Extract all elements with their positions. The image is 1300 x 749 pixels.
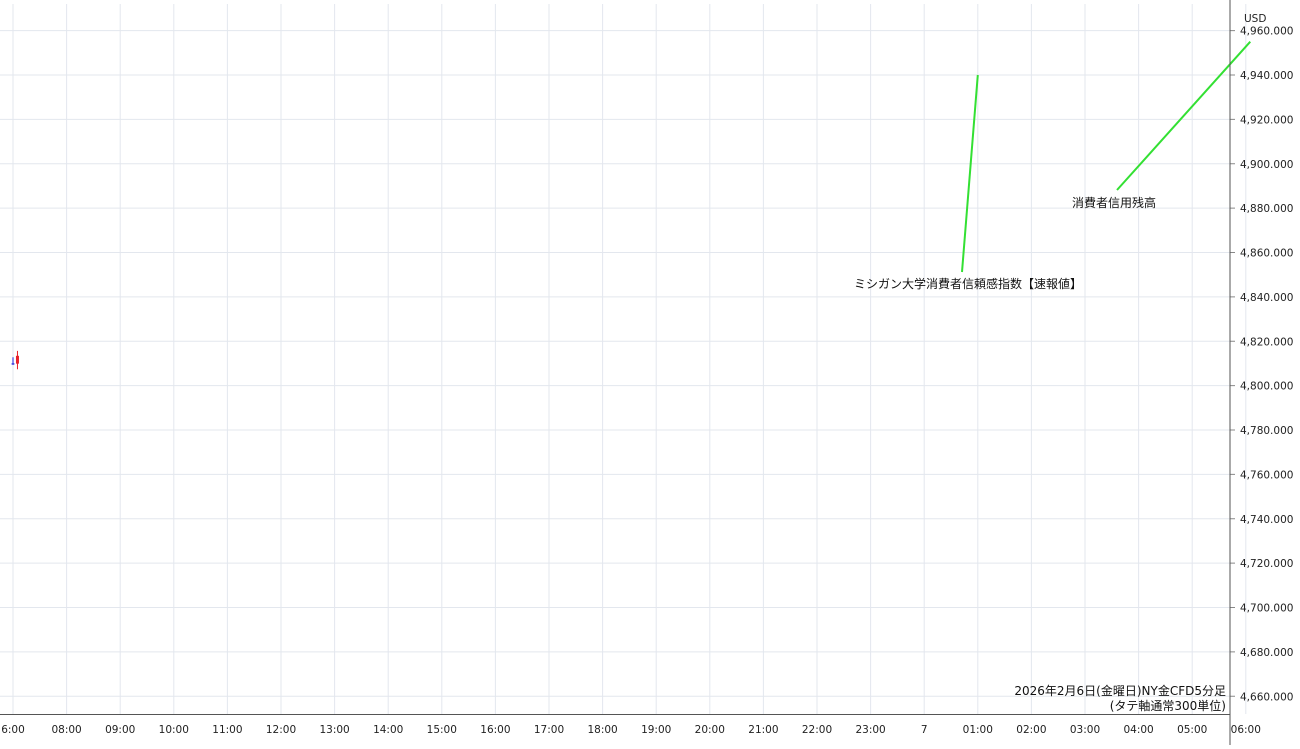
- y-tick-label: 4,780.000: [1240, 425, 1293, 437]
- x-tick-label: 18:00: [587, 724, 617, 736]
- x-tick-label: 17:00: [534, 724, 564, 736]
- y-tick-label: 4,700.000: [1240, 603, 1293, 615]
- x-tick-label: 06:00: [1231, 724, 1261, 736]
- x-tick-label: 09:00: [105, 724, 135, 736]
- annotation-line: [961, 74, 979, 273]
- annotation-label: ミシガン大学消費者信頼感指数【速報値】: [854, 276, 1082, 291]
- x-tick-label: 16:00: [480, 724, 510, 736]
- x-tick-label: 02:00: [1016, 724, 1046, 736]
- annotations: ミシガン大学消費者信頼感指数【速報値】 消費者信用残高: [854, 41, 1252, 291]
- y-tick-label: 4,680.000: [1240, 647, 1293, 659]
- y-tick-label: 4,820.000: [1240, 336, 1293, 348]
- y-tick-label: 4,960.000: [1240, 26, 1293, 38]
- x-tick-label: 10:00: [159, 724, 189, 736]
- y-tick-label: 4,900.000: [1240, 159, 1293, 171]
- y-tick-label: 4,880.000: [1240, 203, 1293, 215]
- y-tick-label: 4,660.000: [1240, 691, 1293, 703]
- y-tick-label: 4,760.000: [1240, 469, 1293, 481]
- x-tick-label: 19:00: [641, 724, 671, 736]
- x-tick-label: 04:00: [1123, 724, 1153, 736]
- candle-body: [15, 355, 19, 364]
- x-tick-label: 14:00: [373, 724, 403, 736]
- x-tick-label: 05:00: [1177, 724, 1207, 736]
- x-tick-label: 08:00: [51, 724, 81, 736]
- x-tick-label: 21:00: [748, 724, 778, 736]
- y-tick-label: 4,800.000: [1240, 381, 1293, 393]
- y-tick-label: 4,860.000: [1240, 248, 1293, 260]
- x-tick-label: 12:00: [266, 724, 296, 736]
- x-tick-label: 7: [921, 724, 928, 736]
- currency-label: USD: [1244, 13, 1266, 25]
- x-tick-label: 13:00: [319, 724, 349, 736]
- y-tick-label: 4,940.000: [1240, 70, 1293, 82]
- annotation-line: [1116, 41, 1252, 191]
- x-tick-label: 6:00: [1, 724, 25, 736]
- x-tick-label: 03:00: [1070, 724, 1100, 736]
- candles: [11, 350, 19, 370]
- x-tick-label: 20:00: [695, 724, 725, 736]
- x-tick-label: 23:00: [855, 724, 885, 736]
- x-tick-label: 11:00: [212, 724, 242, 736]
- y-tick-label: 4,740.000: [1240, 514, 1293, 526]
- candle-body: [11, 363, 15, 365]
- x-tick-label: 22:00: [802, 724, 832, 736]
- grid: [0, 4, 1247, 714]
- y-tick-label: 4,840.000: [1240, 292, 1293, 304]
- annotation-label: 消費者信用残高: [1072, 195, 1156, 210]
- caption-line-1: 2026年2月6日(金曜日)NY金CFD5分足: [1014, 684, 1226, 698]
- chart-caption: 2026年2月6日(金曜日)NY金CFD5分足 (タテ軸通常300単位): [1014, 684, 1226, 714]
- caption-line-2: (タテ軸通常300単位): [1109, 699, 1226, 713]
- x-tick-label: 15:00: [427, 724, 457, 736]
- y-tick-label: 4,920.000: [1240, 114, 1293, 126]
- x-tick-label: 01:00: [963, 724, 993, 736]
- y-tick-label: 4,720.000: [1240, 558, 1293, 570]
